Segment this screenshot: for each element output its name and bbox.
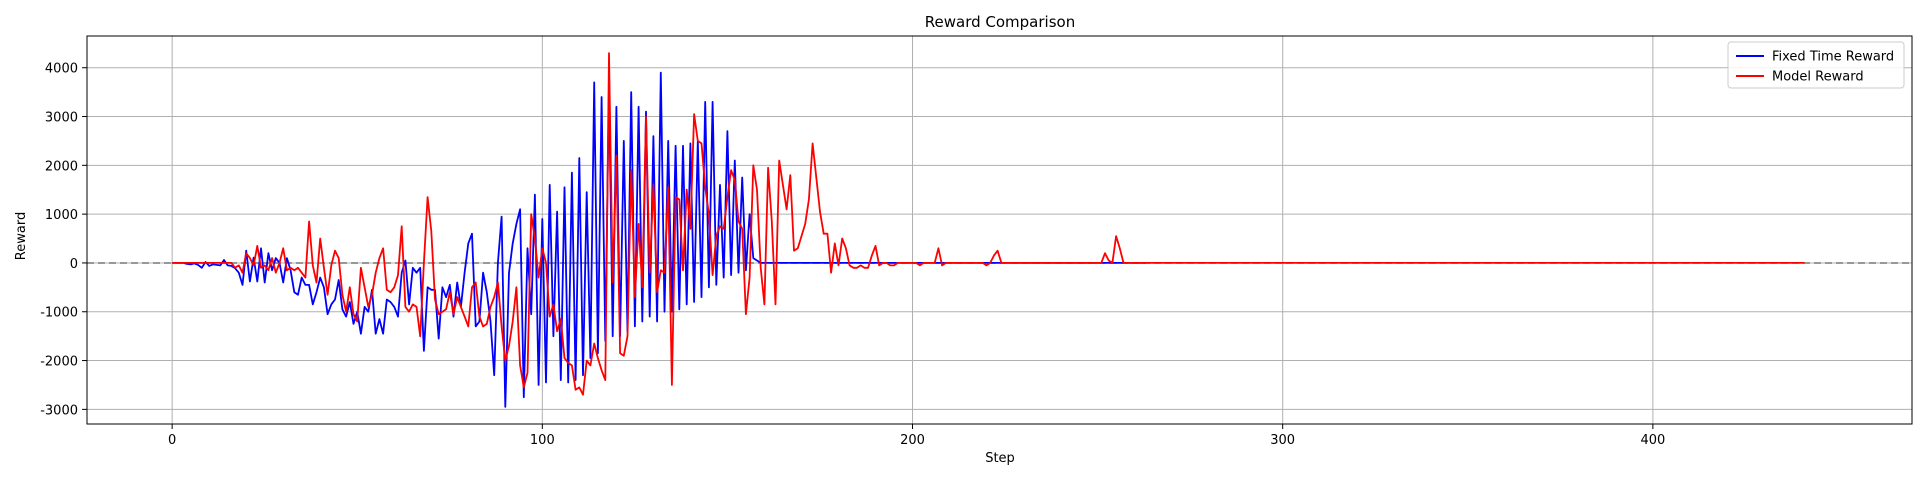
y-tick-label: 1000 [45, 208, 78, 223]
y-tick-label: -2000 [40, 355, 78, 370]
x-axis-ticks: 0 100 200 300 400 [168, 424, 1665, 448]
x-tick-label: 300 [1270, 433, 1295, 448]
legend: Fixed Time Reward Model Reward [1727, 41, 1905, 89]
legend-box [1727, 41, 1905, 89]
series-line-fixed-time-reward [172, 71, 1146, 408]
series-line-model-reward [172, 52, 1805, 396]
y-tick-label: 2000 [45, 159, 78, 174]
y-tick-label: -3000 [40, 403, 78, 418]
y-tick-label: 4000 [45, 62, 78, 77]
x-axis-label: Step [985, 451, 1015, 466]
series-layer [172, 52, 1805, 408]
y-axis-label: Reward [14, 212, 29, 260]
y-tick-label: -1000 [40, 306, 78, 321]
plot-frame [86, 35, 1913, 425]
y-axis-ticks: -3000 -2000 -1000 0 1000 2000 3000 4000 [40, 62, 87, 418]
legend-entry: Model Reward [1772, 70, 1864, 85]
y-tick-label: 3000 [45, 111, 78, 126]
grid-lines [87, 36, 1912, 424]
x-tick-label: 400 [1640, 433, 1665, 448]
y-tick-label: 0 [70, 257, 78, 272]
x-tick-label: 200 [900, 433, 925, 448]
x-tick-label: 0 [168, 433, 176, 448]
legend-entry: Fixed Time Reward [1772, 50, 1894, 65]
x-tick-label: 100 [530, 433, 555, 448]
chart-title: Reward Comparison [925, 13, 1075, 31]
